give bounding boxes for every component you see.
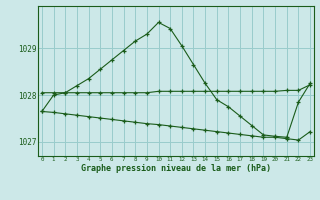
X-axis label: Graphe pression niveau de la mer (hPa): Graphe pression niveau de la mer (hPa) <box>81 164 271 173</box>
